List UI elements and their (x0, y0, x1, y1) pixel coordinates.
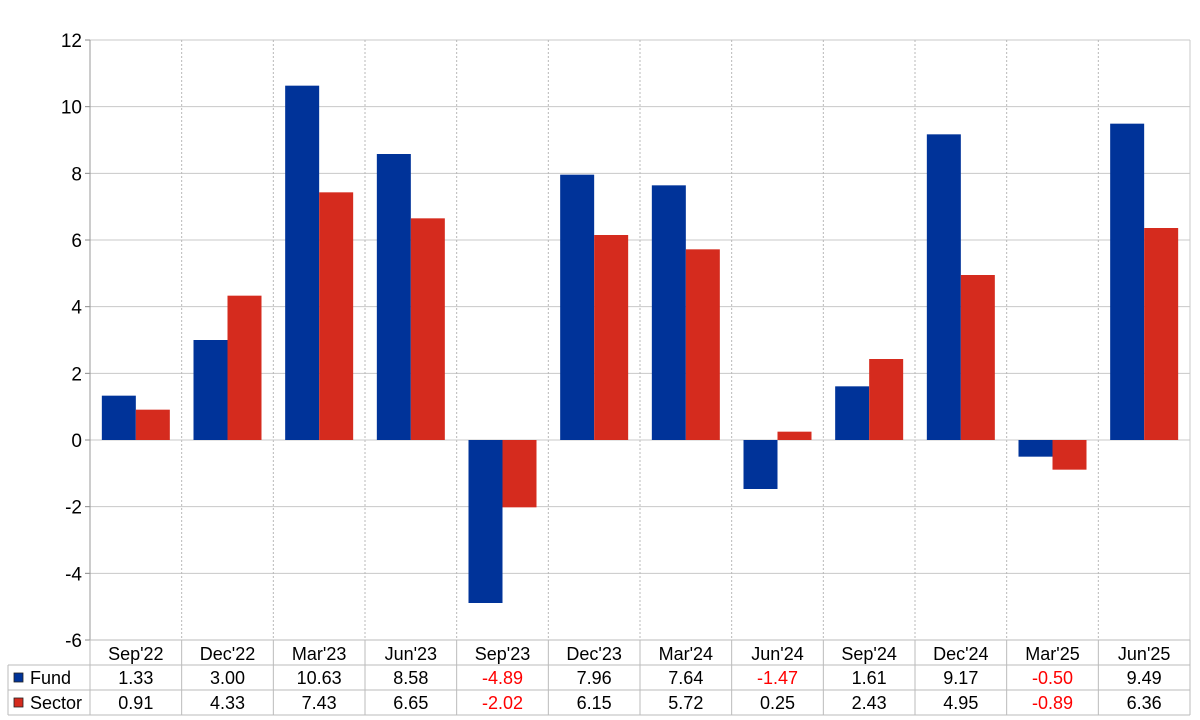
data-label-sector: 6.36 (1127, 693, 1162, 713)
data-label-fund: 3.00 (210, 668, 245, 688)
data-label-fund: -4.89 (482, 668, 523, 688)
y-tick-label: 10 (61, 98, 82, 119)
bar-fund-5 (560, 174, 595, 440)
grid (90, 39, 1191, 641)
data-label-fund: 7.96 (577, 668, 612, 688)
category-label: Jun'23 (385, 644, 437, 664)
bar-sector-6 (685, 249, 720, 440)
bar-fund-6 (651, 185, 686, 440)
bar-fund-2 (285, 85, 320, 441)
data-label-sector: 6.65 (393, 693, 428, 713)
legend-swatch-sector (13, 697, 24, 708)
bar-sector-1 (227, 295, 262, 440)
data-table: Sep'22 Dec'22 Mar'23 Jun'23 Sep'23 Dec'23 Mar'… (7, 639, 1191, 716)
category-label: Dec'22 (200, 644, 255, 664)
data-label-sector: 4.95 (943, 693, 978, 713)
bar-sector-10 (1052, 440, 1087, 470)
data-label-sector: -0.89 (1032, 693, 1073, 713)
data-label-sector: -2.02 (482, 693, 523, 713)
data-label-fund: 1.61 (852, 668, 887, 688)
category-label: Sep'24 (841, 644, 897, 664)
data-label-sector: 0.91 (118, 693, 153, 713)
category-label: Jun'25 (1118, 644, 1170, 664)
bar-fund-0 (101, 395, 136, 440)
y-tick-label: -6 (65, 631, 82, 652)
bar-sector-11 (1144, 228, 1179, 440)
data-label-sector: 2.43 (852, 693, 887, 713)
category-label: Dec'24 (933, 644, 988, 664)
bar-fund-4 (468, 440, 503, 603)
category-label: Sep'22 (108, 644, 164, 664)
category-label: Jun'24 (751, 644, 803, 664)
data-label-sector: 7.43 (302, 693, 337, 713)
category-label: Sep'23 (475, 644, 531, 664)
y-tick-label: 6 (71, 231, 82, 252)
y-tick-label: 4 (71, 298, 82, 319)
bar-sector-5 (594, 235, 629, 440)
bar-fund-8 (835, 386, 870, 440)
y-tick-label: 0 (71, 431, 82, 452)
bar-sector-2 (319, 192, 354, 440)
data-label-fund: 9.17 (943, 668, 978, 688)
y-tick-label: 8 (71, 164, 82, 185)
legend-label-sector: Sector (30, 693, 82, 713)
bar-sector-4 (502, 440, 537, 508)
category-label: Dec'23 (566, 644, 621, 664)
y-tick-label: 12 (61, 31, 82, 52)
bars (101, 85, 1179, 603)
bar-fund-10 (1018, 440, 1053, 457)
bar-sector-8 (869, 359, 904, 440)
bar-sector-3 (410, 218, 445, 440)
y-tick-label: -2 (65, 498, 82, 519)
y-tick-label: 2 (71, 364, 82, 385)
bar-fund-3 (376, 154, 411, 440)
bar-fund-11 (1110, 123, 1145, 441)
bar-fund-1 (193, 340, 228, 440)
data-label-sector: 4.33 (210, 693, 245, 713)
data-label-fund: 8.58 (393, 668, 428, 688)
bar-sector-9 (960, 275, 995, 440)
data-label-fund: -0.50 (1032, 668, 1073, 688)
data-label-fund: 1.33 (118, 668, 153, 688)
data-label-fund: 9.49 (1127, 668, 1162, 688)
legend-label-fund: Fund (30, 668, 71, 688)
y-axis: 12 10 8 6 4 2 0 -2 -4 -6 (61, 31, 91, 652)
data-label-fund: -1.47 (757, 668, 798, 688)
category-label: Mar'24 (659, 644, 713, 664)
category-label: Mar'23 (292, 644, 346, 664)
data-label-sector: 6.15 (577, 693, 612, 713)
bar-sector-0 (135, 409, 170, 440)
legend-swatch-fund (13, 672, 24, 683)
data-label-sector: 5.72 (668, 693, 703, 713)
data-label-fund: 7.64 (668, 668, 703, 688)
data-label-fund: 10.63 (297, 668, 342, 688)
bar-sector-7 (777, 431, 812, 440)
data-label-sector: 0.25 (760, 693, 795, 713)
bar-fund-9 (926, 134, 961, 441)
category-label: Mar'25 (1025, 644, 1079, 664)
y-tick-label: -4 (65, 564, 82, 585)
bar-fund-7 (743, 440, 778, 489)
